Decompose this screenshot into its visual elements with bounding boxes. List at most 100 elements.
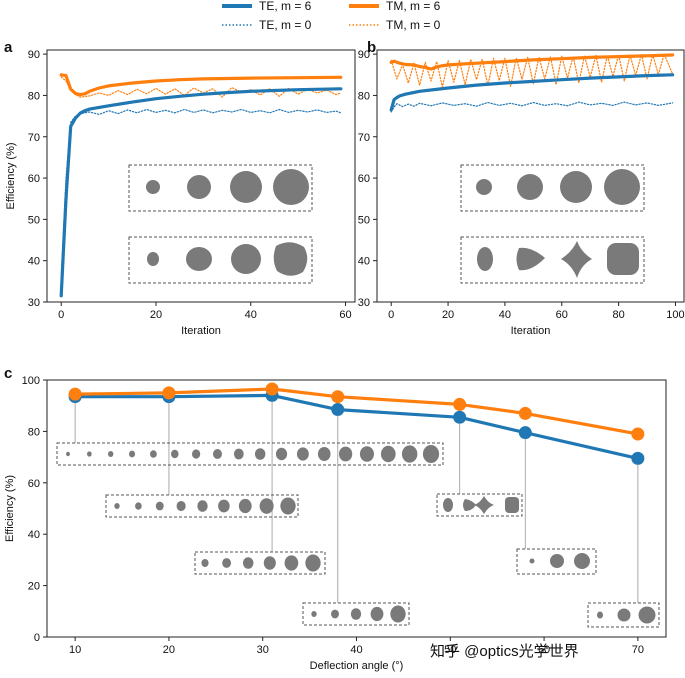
meta-atom-shape: [149, 450, 157, 458]
series-line-te0: [390, 101, 674, 113]
inset-frame: [105, 494, 299, 518]
x-axis-label: Iteration: [181, 325, 221, 337]
meta-atom-shape: [476, 179, 492, 195]
y-tick-label: 60: [358, 173, 370, 185]
series-line-te0: [60, 108, 342, 278]
inset-frame: [436, 493, 523, 517]
panel-c-letter: c: [4, 365, 12, 382]
meta-atom-shape: [273, 169, 309, 205]
panel-a-letter: a: [4, 39, 13, 56]
x-tick-label: 100: [666, 309, 684, 321]
legend-tm0-label: TM, m = 0: [386, 18, 441, 32]
meta-atom-shape: [574, 553, 590, 569]
inset-frame: [56, 442, 444, 466]
x-tick-label: 0: [58, 309, 64, 321]
y-tick-label: 30: [358, 297, 370, 309]
meta-atom-shape: [350, 608, 362, 620]
meta-atom-shape: [370, 606, 384, 622]
y-tick-label: 40: [28, 256, 40, 268]
meta-atom-shape: [380, 445, 396, 463]
panel-b-letter: b: [367, 39, 376, 56]
meta-atom-shape: [176, 500, 186, 512]
x-tick-label: 40: [350, 644, 362, 656]
inset-a-bottom: [128, 236, 313, 284]
meta-atom-shape: [638, 606, 656, 624]
inset-b-bottom: [460, 236, 645, 284]
inset-frame: [302, 602, 410, 626]
series-line-te6: [59, 87, 343, 298]
meta-atom-shape: [607, 243, 639, 275]
meta-atom-shape: [390, 605, 406, 623]
inset-frame: [587, 602, 660, 628]
inset-frame: [194, 551, 326, 575]
y-tick-label: 70: [358, 132, 370, 144]
meta-atom-shape: [550, 554, 564, 568]
y-tick-label: 90: [358, 49, 370, 61]
series-line-te6: [73, 393, 640, 460]
meta-atom-shape: [155, 501, 164, 511]
data-point-te6: [331, 403, 345, 417]
meta-atom-shape: [275, 447, 288, 461]
meta-atom-shape: [331, 609, 339, 619]
meta-atom-shape: [66, 451, 70, 457]
y-axis-label: Efficiency (%): [4, 475, 16, 542]
meta-atom-shape: [296, 447, 309, 461]
y-tick-label: 50: [28, 214, 40, 226]
data-point-tm6: [162, 386, 176, 400]
plot-b: 0 20 40 60 80 100 30 40 50 60 70 80 90 Iteration: [358, 49, 685, 337]
meta-atom-shape: [422, 445, 440, 463]
inset-frame: [460, 164, 645, 212]
meta-atom-shape: [597, 611, 603, 619]
meta-atom-shape: [170, 449, 179, 459]
x-tick-label: 30: [257, 644, 269, 656]
meta-atom-shape: [218, 499, 230, 513]
meta-atom-shape: [560, 171, 592, 203]
y-tick-label: 40: [358, 256, 370, 268]
meta-atom-shape: [233, 448, 244, 460]
meta-atom-shape: [463, 499, 476, 511]
axes-frame: [46, 49, 356, 303]
inset-b-top: [460, 164, 645, 212]
data-point-tm6: [265, 382, 279, 396]
data-point-tm6: [453, 397, 467, 411]
plot-a: 0 20 40 60 30 40 50 60 70 80 90 Iteration Efficiency…: [5, 49, 356, 337]
x-axis-label: Deflection angle (°): [310, 660, 404, 672]
meta-atom-shape: [147, 252, 159, 266]
plot-c: 10 20 30 40 50 60 70 0 20 40 60 80 100 Deflection ang…: [4, 375, 667, 672]
data-point-tm6: [631, 427, 645, 441]
x-tick-label: 50: [444, 644, 456, 656]
meta-atom-shape: [311, 611, 317, 617]
inset-frame: [128, 236, 313, 284]
inset-frame: [516, 548, 597, 575]
x-tick-label: 20: [150, 309, 162, 321]
meta-atom-shape: [231, 244, 261, 274]
series-line-tm0: [60, 76, 342, 98]
y-tick-label: 40: [28, 529, 40, 541]
meta-atom-shape: [338, 446, 353, 462]
meta-atom-shape: [201, 559, 209, 567]
meta-atom-shape: [517, 174, 543, 200]
x-tick-label: 60: [556, 309, 568, 321]
x-tick-label: 20: [163, 644, 175, 656]
x-tick-label: 80: [612, 309, 624, 321]
y-tick-label: 80: [358, 90, 370, 102]
x-tick-label: 60: [339, 309, 351, 321]
data-point-tm6: [331, 390, 345, 404]
legend-tm6-label: TM, m = 6: [386, 0, 441, 13]
series-line-tm6: [389, 53, 675, 71]
meta-atom-shape: [317, 447, 331, 461]
y-tick-label: 30: [28, 297, 40, 309]
y-tick-label: 50: [358, 214, 370, 226]
x-tick-label: 40: [245, 309, 257, 321]
meta-atom-shape: [617, 608, 631, 622]
meta-atom-shape: [114, 503, 120, 509]
meta-atom-shape: [263, 556, 276, 570]
y-tick-label: 70: [28, 132, 40, 144]
meta-atom-shape: [87, 451, 92, 457]
y-tick-label: 80: [28, 90, 40, 102]
meta-atom-shape: [259, 498, 274, 514]
x-tick-label: 10: [69, 644, 81, 656]
meta-atom-shape: [128, 450, 136, 458]
meta-atom-shape: [187, 175, 211, 199]
meta-atom-shape: [254, 448, 266, 460]
